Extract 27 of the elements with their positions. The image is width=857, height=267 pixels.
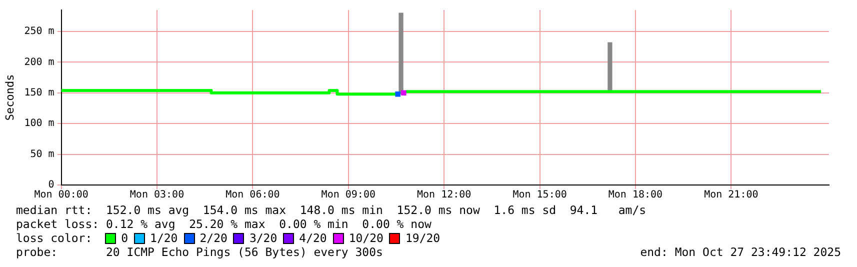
legend-label: 4/20 [299,231,327,245]
text: probe: 20 ICMP Echo Pings (56 Bytes) every 300s [16,245,383,259]
legend-label: 0 [121,231,128,245]
y-tick-label: 200 m [24,56,54,68]
y-tick-label: 50 m [30,148,54,160]
y-tick-label: 0 [48,180,54,191]
x-tick-label: Mon 00:00 [34,190,88,201]
legend-label: 19/20 [405,231,440,245]
text: median rtt: 152.0 ms avg 154.0 ms max 148.0 ms min 152.0 ms now 1.6 ms sd 94.1 am/s [16,203,648,217]
x-tick-label: Mon 21:00 [704,190,758,201]
y-axis-title: Seconds [3,74,16,121]
text: end: Mon Oct 27 23:49:12 2025 [640,245,841,259]
y-tick-label: 250 m [24,26,54,38]
y-tick-label: 100 m [24,118,54,130]
x-tick-label: Mon 15:00 [512,190,567,201]
x-tick-label: Mon 18:00 [608,190,663,201]
y-tick-label: 150 m [24,87,54,98]
legend-label: 10/20 [348,231,384,245]
x-tick-label: Mon 09:00 [321,190,376,201]
legend-label: 1/20 [150,231,178,245]
x-tick-label: Mon 12:00 [416,190,472,201]
x-tick-label: Mon 03:00 [130,190,184,201]
x-tick-label: Mon 06:00 [226,190,280,201]
legend-label: 2/20 [200,231,228,245]
legend-label: 3/20 [249,231,278,245]
legend-title: loss color: [16,231,94,245]
text: packet loss: 0.12 % avg 25.20 % max 0.00 % min 0.00 % now [16,217,432,231]
